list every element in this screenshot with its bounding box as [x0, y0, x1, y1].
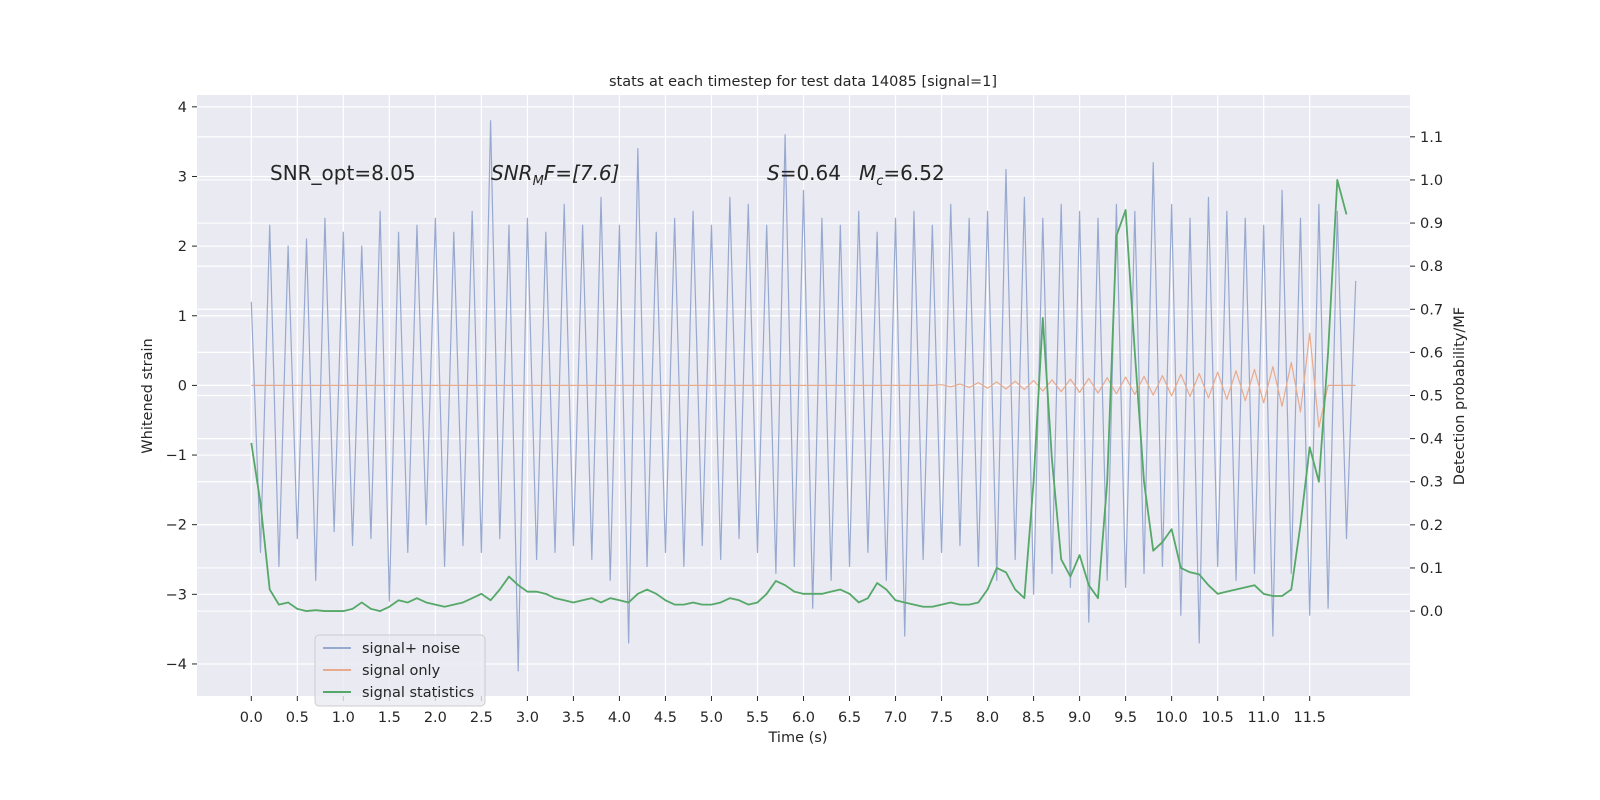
- x-tick-label: 7.5: [930, 710, 953, 726]
- annotation-part: F=[7.6]: [544, 161, 620, 185]
- y-tick-label: −1: [166, 448, 187, 464]
- y2-tick-label: 0.4: [1420, 432, 1443, 448]
- y-tick-label: 2: [178, 239, 187, 255]
- y2-tick-label: 0.2: [1420, 518, 1443, 534]
- x-tick-label: 11.5: [1294, 710, 1326, 726]
- marks: [250, 120, 1357, 672]
- y2-tick-label: 0.8: [1420, 259, 1443, 275]
- x-tick-label: 6.0: [792, 710, 815, 726]
- x-tick-label: 0.0: [240, 710, 263, 726]
- x-tick-label: 4.0: [608, 710, 631, 726]
- x-tick-label: 1.0: [332, 710, 355, 726]
- legend-box: [314, 634, 486, 707]
- legend-label: signal+ noise: [362, 641, 460, 657]
- labels: 0.0 0.5 1.0 1.5 2.0 2.5 3.0 3.5 4.0 4.5 5.0 5.5 6.0 6…: [166, 100, 1443, 726]
- y2-tick-label: 1.0: [1420, 173, 1443, 189]
- x-tick-label: 0.5: [286, 710, 309, 726]
- grid: [197, 95, 1410, 696]
- annotation: S=0.64: [767, 161, 841, 185]
- x-tick-label: 3.5: [562, 710, 585, 726]
- x-axis-label: Time (s): [768, 730, 828, 746]
- x-tick-label: 8.5: [1022, 710, 1045, 726]
- y2-tick-label: 0.9: [1420, 216, 1443, 232]
- y-tick-label: −4: [166, 657, 187, 673]
- annotation-part: SNR_opt=8.05: [270, 161, 416, 185]
- annotation-part: SNR: [491, 161, 533, 185]
- x-tick-label: 2.5: [470, 710, 493, 726]
- y2-tick-label: 0.3: [1420, 475, 1443, 491]
- annotation-part: =6.52: [883, 161, 944, 185]
- x-tick-label: 5.0: [700, 710, 723, 726]
- annotation: SNRMF=[7.6]: [491, 161, 619, 189]
- x-tick-label: 2.0: [424, 710, 447, 726]
- y2-tick-label: 0.0: [1420, 604, 1443, 620]
- y-tick-label: 3: [178, 169, 187, 185]
- y2-tick-label: 0.1: [1420, 561, 1443, 577]
- x-tick-label: 5.5: [746, 710, 769, 726]
- annotation-part: =0.64: [780, 161, 841, 185]
- y2-tick-label: 0.7: [1420, 302, 1443, 318]
- y-tick-label: −3: [166, 587, 187, 603]
- annotation-part: M: [859, 161, 876, 185]
- x-tick-label: 9.5: [1114, 710, 1137, 726]
- series-line: [250, 179, 1348, 612]
- x-tick-label: 1.5: [378, 710, 401, 726]
- x-tick-label: 11.0: [1248, 710, 1280, 726]
- annotation-part: c: [876, 174, 883, 189]
- legend-label: signal only: [362, 663, 441, 679]
- y-tick-label: 0: [178, 378, 187, 394]
- x-tick-label: 7.0: [884, 710, 907, 726]
- y2-tick-label: 0.5: [1420, 389, 1443, 405]
- legend-label: signal statistics: [362, 685, 474, 701]
- y-tick-label: 4: [178, 100, 187, 116]
- y2-tick-label: 1.1: [1420, 130, 1443, 146]
- annotation-part: S: [767, 161, 780, 185]
- series-line: [251, 332, 1356, 428]
- y-tick-label: −2: [166, 518, 187, 534]
- series-line: [250, 120, 1357, 672]
- y2-axis-label: Detection probability/MF: [1452, 307, 1468, 485]
- x-tick-label: 8.0: [976, 710, 999, 726]
- x-tick-label: 9.0: [1068, 710, 1091, 726]
- y-axis-label: Whitened strain: [140, 338, 156, 453]
- x-tick-label: 10.0: [1155, 710, 1187, 726]
- y2-tick-label: 0.6: [1420, 345, 1443, 361]
- annotation-part: M: [533, 174, 544, 189]
- x-tick-label: 6.5: [838, 710, 861, 726]
- annotation: Mc=6.52: [859, 161, 945, 189]
- x-tick-label: 10.5: [1202, 710, 1234, 726]
- annotation: SNR_opt=8.05: [270, 161, 416, 185]
- y-tick-label: 1: [178, 309, 187, 325]
- x-tick-label: 3.0: [516, 710, 539, 726]
- x-tick-label: 4.5: [654, 710, 677, 726]
- chart-title: stats at each timestep for test data 140…: [609, 74, 997, 90]
